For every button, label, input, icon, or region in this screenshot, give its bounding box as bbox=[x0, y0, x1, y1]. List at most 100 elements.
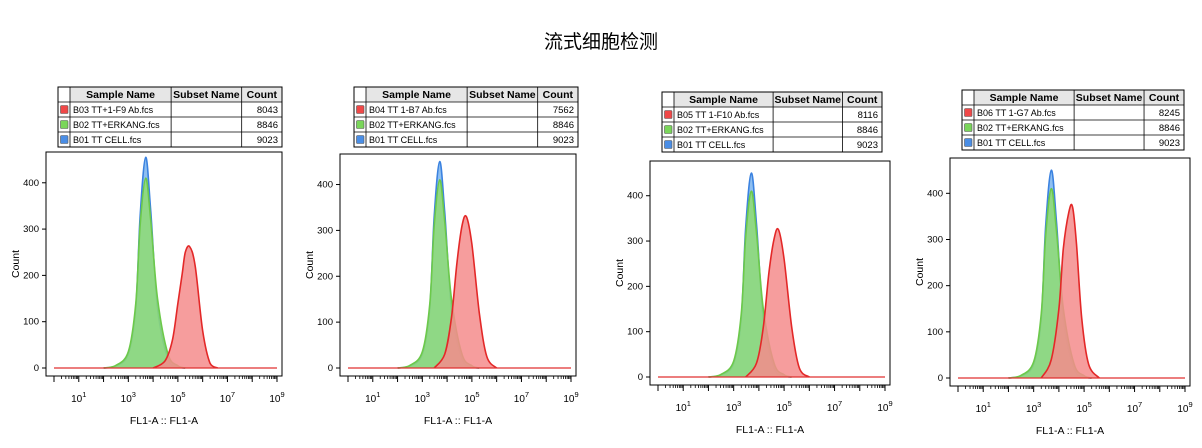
x-tick-label: 103 bbox=[726, 399, 741, 414]
legend-sample-name: B01 TT CELL.fcs bbox=[369, 135, 438, 145]
y-tick-label: 300 bbox=[317, 225, 333, 236]
legend-header: Sample Name bbox=[382, 89, 451, 101]
legend-count: 8846 bbox=[553, 120, 574, 131]
histogram-panel-4: Sample Name Subset Name Count B06 TT 1-G7 A… bbox=[914, 89, 1193, 437]
y-tick-label: 200 bbox=[627, 281, 643, 292]
x-tick-label: 105 bbox=[464, 390, 479, 405]
legend-sample-name: B02 TT+ERKANG.fcs bbox=[677, 125, 764, 135]
legend-count: 7562 bbox=[553, 105, 574, 116]
legend-header: Subset Name bbox=[1076, 92, 1143, 104]
x-tick-label: 107 bbox=[1127, 400, 1142, 415]
y-tick-label: 300 bbox=[927, 234, 943, 245]
x-tick-label: 109 bbox=[877, 399, 892, 414]
legend-header: Count bbox=[543, 89, 574, 101]
legend-header: Subset Name bbox=[774, 94, 841, 106]
series-histogram bbox=[745, 227, 810, 378]
y-axis-label: Count bbox=[614, 259, 626, 287]
legend-header: Sample Name bbox=[990, 92, 1059, 104]
legend-count: 9023 bbox=[1159, 138, 1180, 149]
legend-swatch bbox=[664, 140, 673, 149]
legend-header: Subset Name bbox=[469, 89, 536, 101]
y-tick-label: 200 bbox=[927, 281, 943, 292]
x-tick-label: 105 bbox=[1076, 400, 1091, 415]
legend-count: 9023 bbox=[857, 140, 878, 151]
legend-swatch bbox=[964, 123, 973, 132]
legend-sample-name: B01 TT CELL.fcs bbox=[677, 140, 746, 150]
x-axis-label: FL1-A :: FL1-A bbox=[424, 415, 492, 427]
x-axis-label: FL1-A :: FL1-A bbox=[130, 415, 198, 427]
y-tick-label: 400 bbox=[23, 178, 39, 189]
x-tick-label: 109 bbox=[1177, 400, 1192, 415]
x-tick-label: 101 bbox=[976, 400, 991, 415]
legend-sample-name: B02 TT+ERKANG.fcs bbox=[977, 123, 1064, 133]
y-tick-label: 0 bbox=[938, 373, 943, 384]
x-tick-label: 109 bbox=[563, 390, 578, 405]
legend-header: Sample Name bbox=[689, 94, 758, 106]
legend-table: Sample Name Subset Name Count B04 TT 1-B7 A… bbox=[353, 86, 579, 148]
series-histogram bbox=[1040, 203, 1100, 379]
y-tick-label: 100 bbox=[317, 317, 333, 328]
legend-header: Subset Name bbox=[173, 89, 240, 101]
legend-sample-name: B04 TT 1-B7 Ab.fcs bbox=[369, 105, 447, 115]
y-tick-label: 300 bbox=[627, 236, 643, 247]
legend-sample-name: B01 TT CELL.fcs bbox=[977, 138, 1046, 148]
legend-header: Count bbox=[847, 94, 878, 106]
series-histogram bbox=[152, 245, 219, 369]
legend-sample-name: B05 TT 1-F10 Ab.fcs bbox=[677, 110, 760, 120]
legend-swatch bbox=[664, 110, 673, 119]
legend-count: 8043 bbox=[257, 105, 278, 116]
x-tick-label: 101 bbox=[676, 399, 691, 414]
y-axis-label: Count bbox=[914, 258, 926, 286]
legend-header: Count bbox=[247, 89, 278, 101]
y-tick-label: 200 bbox=[317, 271, 333, 282]
legend-swatch bbox=[356, 135, 365, 144]
legend-sample-name: B01 TT CELL.fcs bbox=[73, 135, 142, 145]
legend-count: 8846 bbox=[257, 120, 278, 131]
y-tick-label: 0 bbox=[328, 363, 333, 374]
x-tick-label: 103 bbox=[121, 390, 136, 405]
legend-sample-name: B06 TT 1-G7 Ab.fcs bbox=[977, 108, 1056, 118]
legend-swatch bbox=[964, 108, 973, 117]
y-tick-label: 400 bbox=[627, 191, 643, 202]
y-tick-label: 100 bbox=[23, 317, 39, 328]
y-axis-label: Count bbox=[10, 250, 22, 278]
y-tick-label: 0 bbox=[34, 363, 39, 374]
legend-header: Count bbox=[1149, 92, 1180, 104]
y-tick-label: 400 bbox=[927, 188, 943, 199]
y-tick-label: 300 bbox=[23, 224, 39, 235]
legend-count: 8846 bbox=[1159, 123, 1180, 134]
series-histogram bbox=[433, 214, 498, 369]
y-axis-label: Count bbox=[304, 251, 316, 279]
x-tick-label: 105 bbox=[776, 399, 791, 414]
y-tick-label: 200 bbox=[23, 270, 39, 281]
y-tick-label: 400 bbox=[317, 180, 333, 191]
legend-count: 9023 bbox=[553, 135, 574, 146]
legend-swatch bbox=[964, 138, 973, 147]
legend-count: 9023 bbox=[257, 135, 278, 146]
legend-swatch bbox=[664, 125, 673, 134]
x-tick-label: 107 bbox=[220, 390, 235, 405]
legend-header: Sample Name bbox=[86, 89, 155, 101]
legend-count: 8245 bbox=[1159, 108, 1180, 119]
legend-table: Sample Name Subset Name Count B06 TT 1-G7 A… bbox=[961, 89, 1185, 151]
legend-swatch bbox=[356, 105, 365, 114]
legend-count: 8116 bbox=[858, 110, 878, 121]
y-tick-label: 0 bbox=[638, 372, 643, 383]
x-tick-label: 101 bbox=[71, 390, 86, 405]
y-tick-label: 100 bbox=[627, 327, 643, 338]
page-title: 流式细胞检测 bbox=[543, 31, 658, 53]
x-axis-label: FL1-A :: FL1-A bbox=[736, 424, 804, 436]
legend-sample-name: B02 TT+ERKANG.fcs bbox=[369, 120, 456, 130]
legend-swatch bbox=[60, 105, 69, 114]
y-tick-label: 100 bbox=[927, 327, 943, 338]
x-tick-label: 107 bbox=[514, 390, 529, 405]
x-tick-label: 103 bbox=[1026, 400, 1041, 415]
legend-sample-name: B02 TT+ERKANG.fcs bbox=[73, 120, 160, 130]
x-tick-label: 105 bbox=[170, 390, 185, 405]
histogram-panel-1: Sample Name Subset Name Count B03 TT+1-F9 A… bbox=[10, 86, 285, 427]
x-tick-label: 101 bbox=[365, 390, 380, 405]
legend-table: Sample Name Subset Name Count B03 TT+1-F9 A… bbox=[57, 86, 283, 148]
x-tick-label: 107 bbox=[827, 399, 842, 414]
legend-swatch bbox=[60, 135, 69, 144]
legend-swatch bbox=[60, 120, 69, 129]
